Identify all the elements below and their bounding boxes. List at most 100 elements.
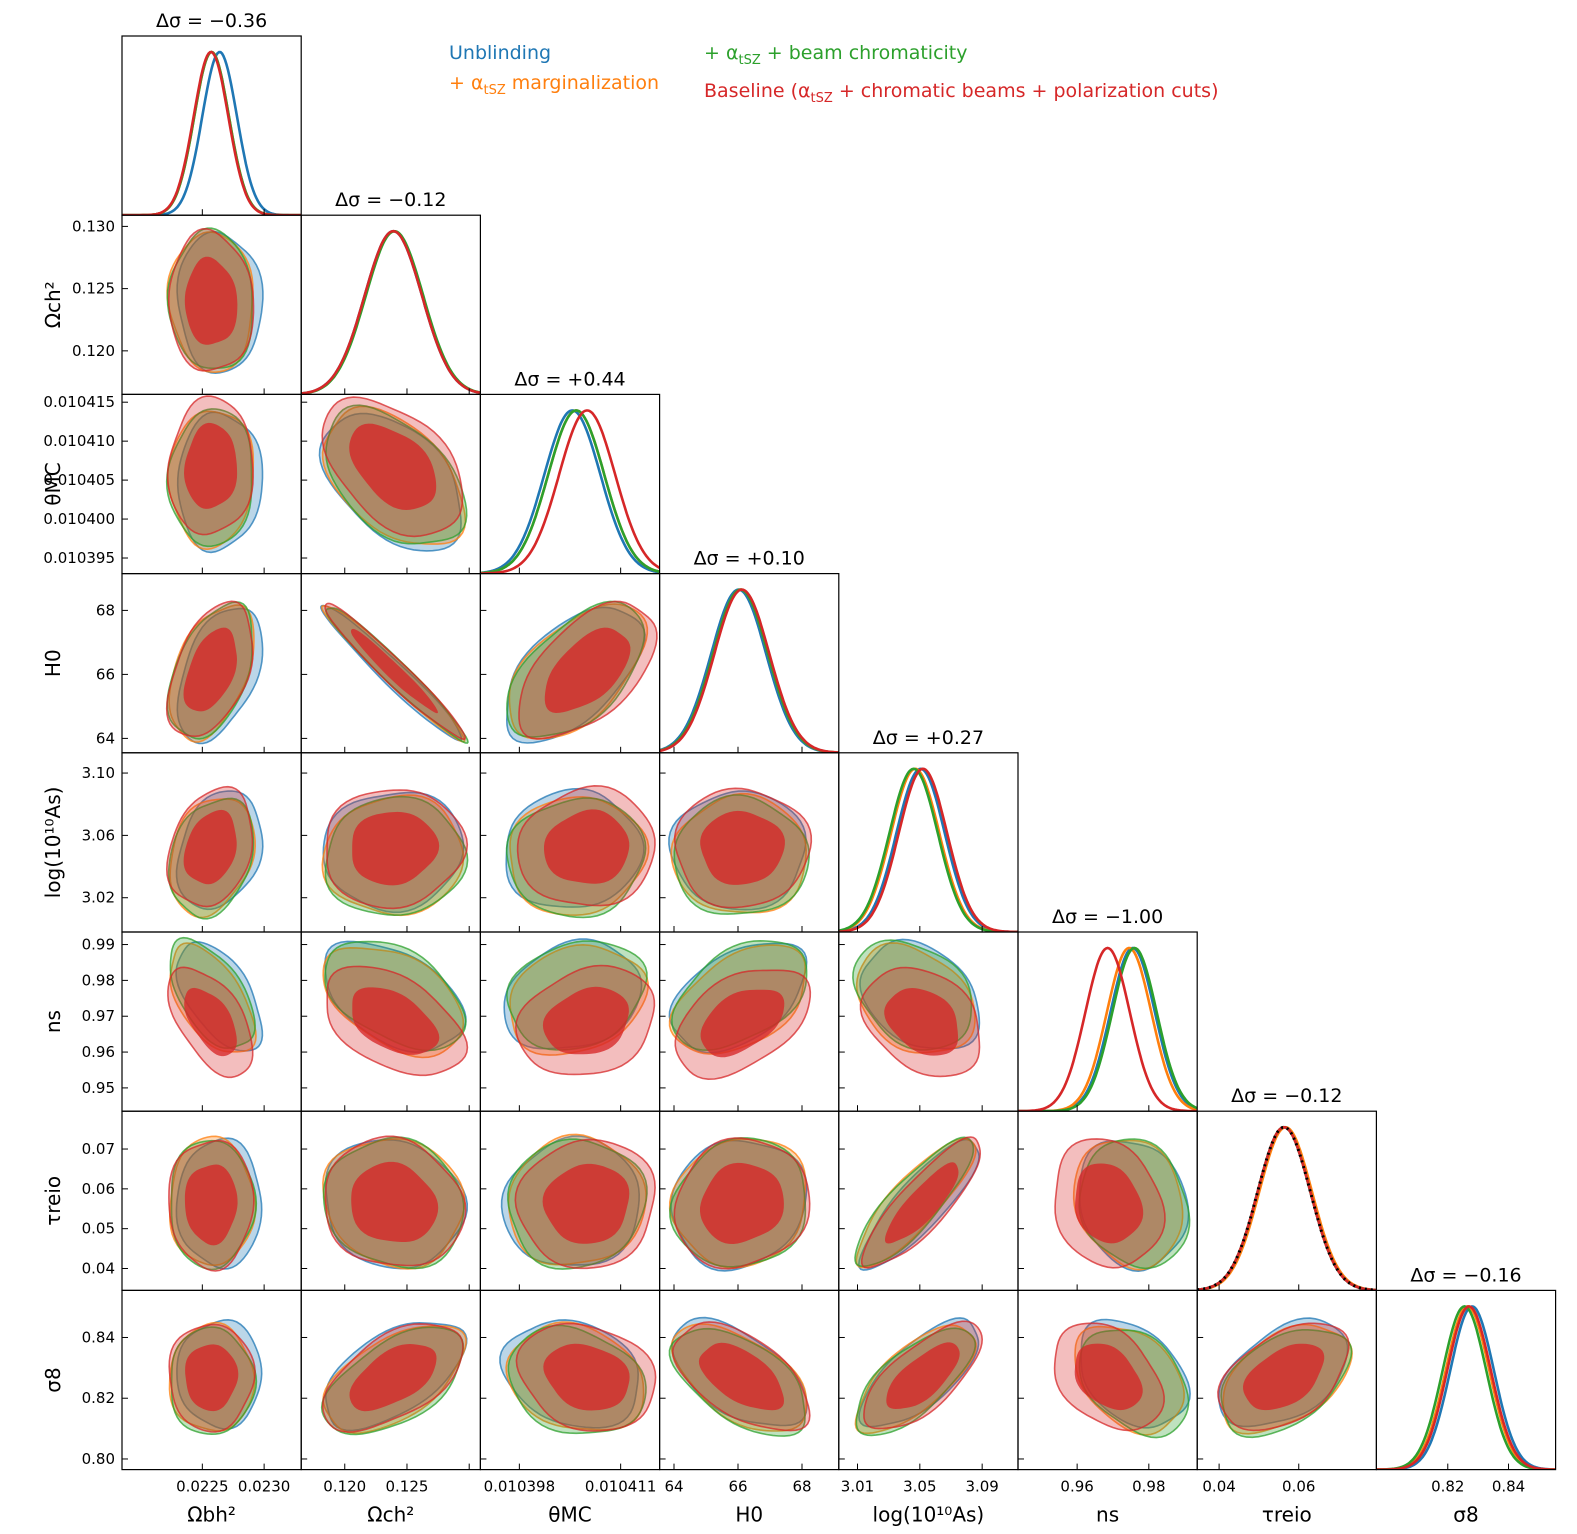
panel-sigma8-vs-logA <box>854 1317 984 1437</box>
contour-68-baseline <box>183 809 237 885</box>
legend-entry-baseline: Baseline (αtSZ + chromatic beams + polar… <box>704 76 1218 114</box>
panel-theta-vs-ombh2 <box>165 395 264 554</box>
panel-ns-vs-omch2 <box>322 940 469 1077</box>
marginal-H0 <box>659 588 839 753</box>
y-tick-label: 0.04 <box>82 1259 115 1277</box>
y-tick-label: 0.010415 <box>43 393 115 411</box>
marginal-curve-3 <box>301 229 481 395</box>
y-axis-label: H0 <box>41 649 65 677</box>
legend-text: marginalization <box>505 72 660 94</box>
x-axis-label: log(10¹⁰As) <box>873 1503 985 1527</box>
legend-entry-unblinding: Unblinding <box>449 38 659 68</box>
x-tick-label: 0.0225 <box>176 1478 229 1496</box>
contour-68-baseline <box>884 988 959 1056</box>
y-axis-label: ns <box>41 1010 65 1033</box>
diagonal-title: Δσ = −0.12 <box>335 189 446 211</box>
marginal-curve-2 <box>122 50 302 216</box>
panel-H0-vs-theta <box>505 600 658 744</box>
panel-frame <box>121 35 302 216</box>
panel-tau-vs-ns <box>1054 1138 1191 1273</box>
legend-text: Baseline (α <box>704 79 811 102</box>
y-tick-label: 0.125 <box>72 280 115 298</box>
y-tick-label: 3.10 <box>82 764 115 782</box>
x-axis-label: H0 <box>735 1503 763 1527</box>
contour-68-baseline <box>184 987 237 1057</box>
y-tick-label: 0.05 <box>82 1220 115 1238</box>
contour-68-baseline <box>352 811 440 886</box>
y-tick-label: 0.010400 <box>43 510 115 528</box>
contour-68-baseline <box>1074 1343 1143 1411</box>
marginal-ns <box>1018 946 1198 1112</box>
y-axis-label: τreio <box>41 1176 65 1226</box>
panel-logA-vs-omch2 <box>321 789 469 917</box>
marginal-tau <box>1197 1125 1377 1291</box>
panel-sigma8-vs-tau <box>1217 1317 1353 1439</box>
legend-text: Unblinding <box>449 42 552 64</box>
marginal-curve-1 <box>122 50 302 216</box>
marginal-curve-2 <box>838 767 1018 932</box>
legend-text: + α <box>449 72 484 94</box>
y-tick-label: 68 <box>96 601 115 619</box>
panel-ns-vs-H0 <box>668 939 812 1081</box>
x-tick-label: 0.06 <box>1282 1478 1315 1496</box>
marginal-theta <box>480 409 660 574</box>
marginal-curve-3 <box>122 50 302 216</box>
contour-68-baseline <box>700 989 785 1058</box>
panel-sigma8-vs-ns <box>1053 1318 1191 1439</box>
y-tick-label: 0.95 <box>82 1079 115 1097</box>
contour-68-baseline <box>543 1343 630 1411</box>
diagonal-title: Δσ = −0.12 <box>1231 1085 1342 1107</box>
contour-68-baseline <box>184 1164 238 1246</box>
marginal-curve-3 <box>1197 1125 1377 1291</box>
legend-subscript: tSZ <box>483 82 506 98</box>
x-axis-label: θMC <box>548 1503 591 1527</box>
marginal-curve-2 <box>659 588 839 753</box>
contour-68-baseline <box>183 627 237 712</box>
y-tick-label: 0.010395 <box>43 549 115 567</box>
panel-tau-vs-logA <box>854 1136 982 1271</box>
panel-sigma8-vs-ombh2 <box>168 1318 263 1436</box>
panel-frame <box>479 393 661 575</box>
x-axis-label: τreio <box>1262 1503 1312 1527</box>
marginal-curve-0 <box>1197 1125 1377 1291</box>
marginal-omch2 <box>301 229 481 395</box>
x-axis-label: ns <box>1096 1503 1119 1527</box>
legend-text: + α <box>704 42 739 64</box>
prior-curve <box>1197 1125 1377 1291</box>
contour-68-baseline <box>349 1344 437 1412</box>
contour-68-baseline <box>1243 1343 1325 1411</box>
x-tick-label: 0.120 <box>323 1478 366 1496</box>
panel-omch2-vs-ombh2 <box>166 227 264 375</box>
y-tick-label: 0.010410 <box>43 432 115 450</box>
panel-tau-vs-omch2 <box>322 1135 469 1270</box>
x-tick-label: 0.84 <box>1492 1478 1525 1496</box>
marginal-curve-1 <box>1376 1305 1556 1470</box>
marginal-curve-3 <box>1018 946 1198 1112</box>
panel-logA-vs-ombh2 <box>165 785 264 920</box>
y-tick-label: 0.010405 <box>43 471 115 489</box>
legend-text: + beam chromaticity <box>760 42 968 64</box>
panel-sigma8-vs-omch2 <box>320 1321 468 1436</box>
contour-68-baseline <box>352 987 440 1055</box>
x-tick-label: 3.05 <box>903 1478 936 1496</box>
x-axis-label: σ8 <box>1453 1503 1478 1527</box>
marginal-curve-2 <box>301 230 481 395</box>
marginal-curve-2 <box>1018 946 1198 1112</box>
diagonal-title: Δσ = −0.36 <box>156 10 267 32</box>
marginal-curve-3 <box>1376 1305 1556 1470</box>
contour-68-baseline <box>351 628 438 714</box>
contour-68-baseline <box>700 810 785 885</box>
x-tick-label: 0.0230 <box>238 1478 291 1496</box>
x-tick-label: 0.04 <box>1202 1478 1235 1496</box>
y-tick-label: 0.80 <box>82 1450 115 1468</box>
contour-68-baseline <box>544 627 631 713</box>
marginal-curve-1 <box>1197 1125 1377 1291</box>
panel-H0-vs-omch2 <box>320 602 469 744</box>
contour-68-baseline <box>184 256 238 345</box>
marginal-curve-2 <box>480 409 660 574</box>
marginal-curve-2 <box>1197 1125 1377 1291</box>
contour-68-baseline <box>184 422 238 509</box>
legend-entry-beam-chromaticity: + αtSZ + beam chromaticity <box>704 38 1218 76</box>
legend: Unblinding + αtSZ marginalization <box>449 38 659 106</box>
